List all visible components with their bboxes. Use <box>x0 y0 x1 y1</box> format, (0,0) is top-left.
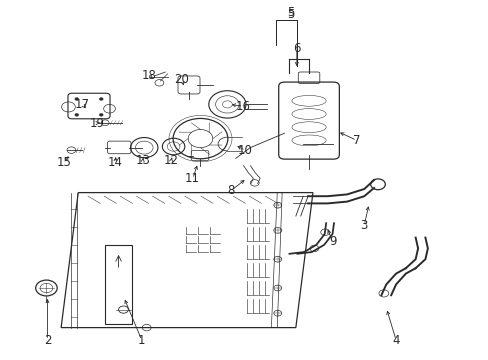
Circle shape <box>75 113 79 116</box>
Text: 6: 6 <box>292 42 300 55</box>
Text: 15: 15 <box>57 156 72 169</box>
Text: 20: 20 <box>174 73 189 86</box>
Text: 19: 19 <box>89 117 104 130</box>
Text: 3: 3 <box>360 219 367 231</box>
Text: 7: 7 <box>352 134 360 147</box>
Circle shape <box>75 98 79 100</box>
Text: 17: 17 <box>75 98 89 111</box>
Text: 2: 2 <box>43 334 51 347</box>
Text: 12: 12 <box>163 154 178 167</box>
Text: 13: 13 <box>135 154 150 167</box>
Text: 14: 14 <box>108 156 122 169</box>
Text: 5: 5 <box>286 8 294 21</box>
Bar <box>105 245 132 324</box>
Text: 18: 18 <box>142 69 156 82</box>
Text: 4: 4 <box>391 334 399 347</box>
Text: 5: 5 <box>286 6 294 19</box>
Text: 8: 8 <box>226 184 234 197</box>
Text: 16: 16 <box>236 100 250 113</box>
Circle shape <box>99 113 103 116</box>
Text: 1: 1 <box>138 334 145 347</box>
Text: 11: 11 <box>185 172 200 185</box>
Text: 10: 10 <box>238 144 252 157</box>
Circle shape <box>99 98 103 100</box>
Text: 9: 9 <box>328 235 336 248</box>
